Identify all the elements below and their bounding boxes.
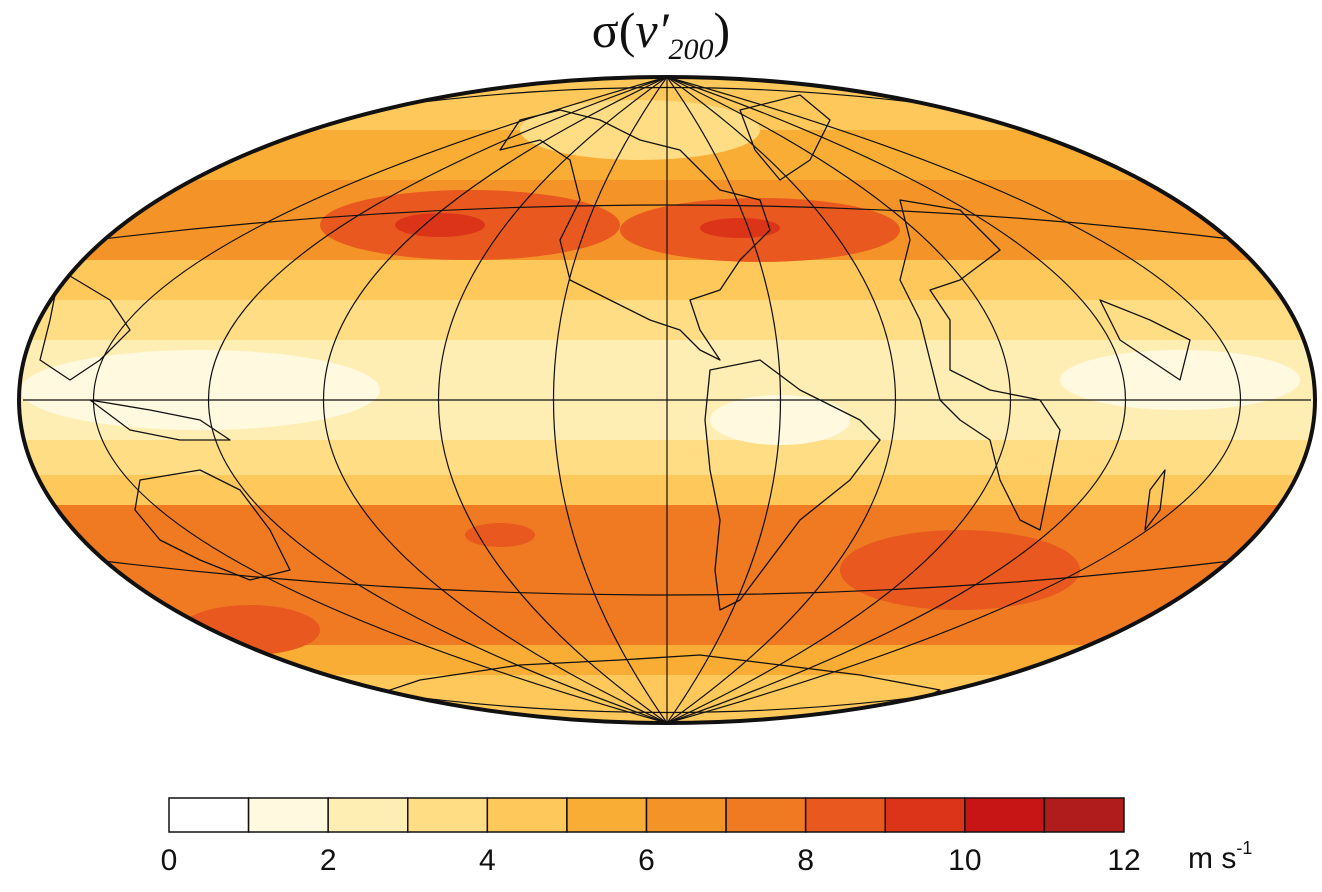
coastlines [39, 94, 1191, 723]
meridian-w60 [437, 77, 668, 723]
colorbar-swatch [884, 797, 966, 833]
colorbar-boxes [168, 797, 1125, 833]
meridian-e60 [666, 77, 897, 723]
colorbar-swatch [964, 797, 1046, 833]
colorbar-swatch [1043, 797, 1125, 833]
colorbar-tick-label: 4 [479, 844, 496, 877]
meridian-e90 [666, 77, 1012, 723]
min-west-pacific [20, 350, 380, 430]
title-close-paren: ) [713, 2, 731, 58]
colorbar-ticks: 0 2 4 6 8 10 12 [161, 844, 1141, 877]
title-open-paren: ( [618, 2, 636, 58]
colorbar-swatch [566, 797, 648, 833]
max-south-indian [840, 530, 1080, 610]
colorbar-swatch [407, 797, 489, 833]
colorbar: 0 2 4 6 8 10 12 [161, 797, 1141, 877]
peak-north-pacific [395, 213, 485, 237]
max-south-east-pacific [465, 523, 535, 547]
colorbar-swatch [645, 797, 727, 833]
title-sigma: σ [591, 2, 619, 58]
colorbar-swatch [247, 797, 329, 833]
colorbar-tick-label: 6 [638, 844, 655, 877]
meridian-e30-a [666, 77, 782, 723]
colorbar-tick-label: 8 [797, 844, 814, 877]
coast-australia [134, 469, 291, 581]
meridian-w90 [322, 77, 668, 723]
colorbar-swatch [168, 797, 250, 833]
coast-north-america [499, 109, 771, 361]
band-antarctic [19, 675, 1315, 723]
colorbar-swatch [804, 797, 887, 833]
colorbar-tick-label: 12 [1107, 844, 1140, 877]
band-south-sub [19, 475, 1315, 505]
band-north-trop [19, 300, 1315, 340]
map-title: σ(v′200) [0, 0, 1322, 70]
coast-madagascar [1144, 469, 1166, 531]
hammer-projection-map [17, 75, 1317, 725]
band-north-sub [19, 260, 1315, 300]
meridian-e120 [666, 77, 1126, 723]
colorbar-tick-label: 10 [948, 844, 981, 877]
coast-greenland [739, 94, 831, 181]
globe-outline [17, 75, 1317, 725]
title-variable: v′ [635, 2, 669, 58]
coast-arabia-india [1099, 299, 1191, 381]
meridian-w120 [208, 77, 668, 723]
coast-maritime-continent [89, 399, 231, 441]
colorbar-swatch [486, 797, 568, 833]
coast-south-america [704, 359, 881, 611]
colorbar-swatch [327, 797, 409, 833]
meridian-e150 [666, 77, 1241, 723]
units-exponent: -1 [1236, 838, 1253, 858]
colorbar-units: m s-1 [1188, 838, 1252, 876]
graticule-meridians [93, 77, 1241, 723]
peak-north-atlantic [700, 218, 780, 238]
coast-asia-east [39, 269, 131, 381]
colorbar-tick-label: 0 [161, 844, 178, 877]
colorbar-tick-label: 2 [320, 844, 337, 877]
colorbar-swatch [725, 797, 807, 833]
title-subscript: 200 [668, 33, 714, 66]
meridian-w30-a [552, 77, 668, 723]
units-text: m s [1188, 842, 1237, 875]
coast-europe-africa [899, 199, 1061, 531]
band-south-high [19, 645, 1315, 675]
